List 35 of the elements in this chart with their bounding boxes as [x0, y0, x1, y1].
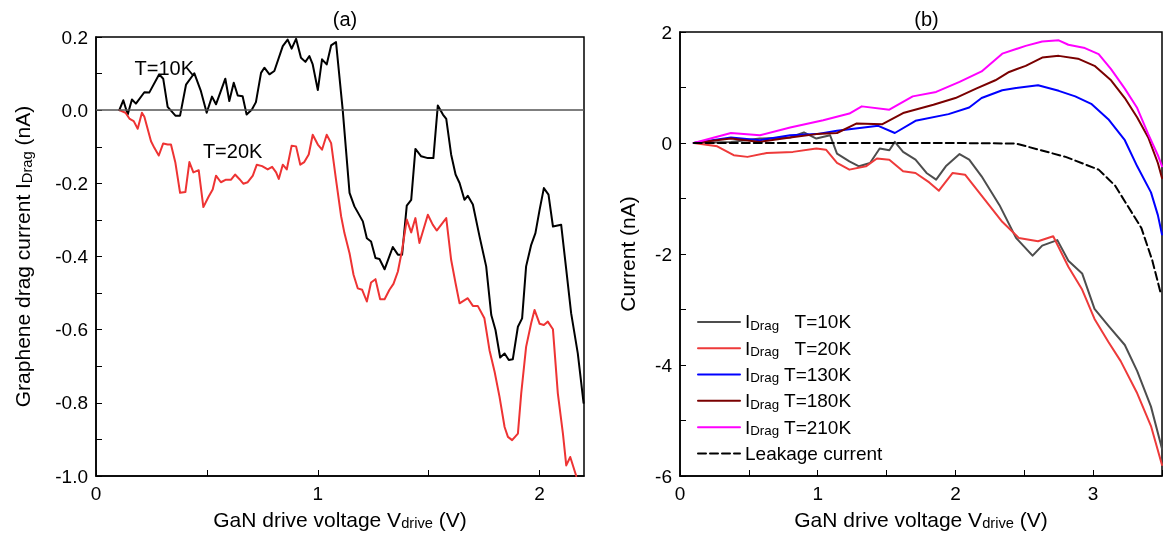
x-tick-label: 1 [812, 483, 823, 504]
annotation: T=10K [134, 56, 195, 79]
line-series [118, 109, 578, 477]
chart-title: (b) [914, 8, 939, 30]
y-tick-label: 2 [661, 21, 672, 43]
x-tick-label: 2 [950, 483, 961, 504]
y-tick-label: -0.4 [55, 246, 89, 267]
legend-label: IDrag T=210K [745, 416, 852, 438]
legend-label: Leakage current [745, 443, 884, 464]
x-tick-label: 2 [534, 483, 545, 504]
y-tick-label: 0 [661, 132, 672, 154]
y-tick-label: -1.0 [55, 465, 88, 487]
y-tick-label: 0.2 [61, 26, 88, 48]
y-tick-label: -6 [655, 465, 672, 487]
x-tick-label: 1 [312, 483, 324, 504]
x-tick-label: 0 [90, 483, 102, 504]
x-axis-title: GaN drive voltage Vdrive (V) [213, 507, 467, 531]
y-axis-title: Graphene drag current IDrag (nA) [11, 105, 35, 408]
legend-label: IDrag T=10K [745, 311, 852, 333]
y-tick-label: 0.0 [61, 99, 88, 121]
x-tick-label: 0 [674, 483, 686, 504]
y-tick-label: -2 [655, 243, 672, 265]
legend-label: IDrag T=20K [745, 337, 852, 360]
y-tick-label: -0.6 [55, 319, 88, 341]
chart-title: (a) [332, 8, 358, 30]
annotation: T=20K [202, 140, 264, 163]
legend-label: IDrag T=130K [745, 364, 852, 386]
x-axis-title: GaN drive voltage Vdrive (V) [794, 507, 1048, 531]
line-series [692, 39, 1163, 168]
x-tick-label: 3 [1087, 483, 1099, 504]
legend-label: IDrag T=180K [745, 390, 852, 412]
y-tick-label: -4 [655, 354, 673, 376]
y-tick-label: -0.2 [55, 172, 88, 194]
y-axis-title: Current (nA) [616, 196, 639, 312]
y-tick-label: -0.8 [55, 392, 88, 414]
